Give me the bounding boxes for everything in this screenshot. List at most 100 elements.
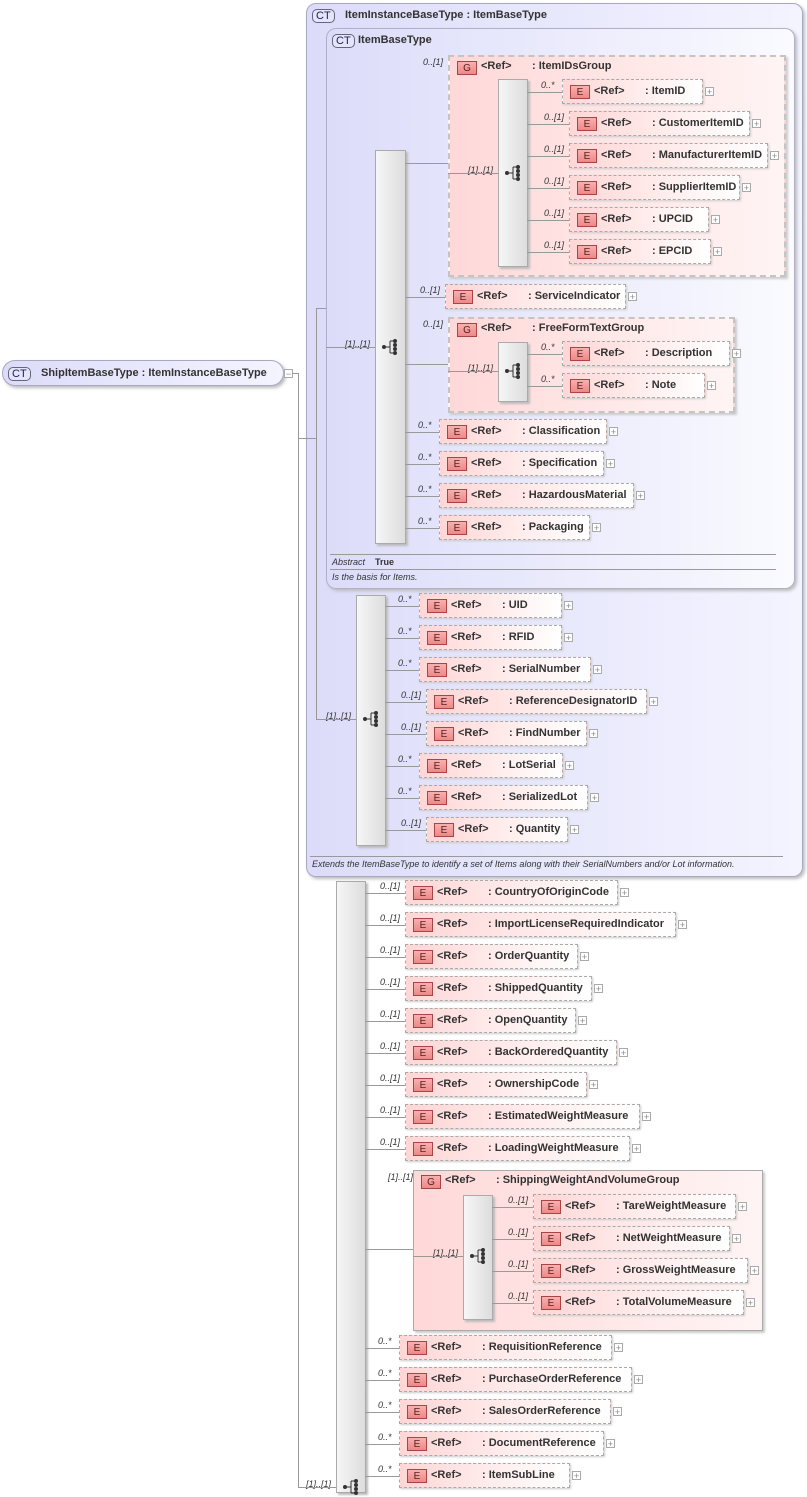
sequence-compositor[interactable]: [336, 881, 366, 1493]
expand-plus-icon[interactable]: +: [589, 1080, 598, 1090]
connector-line: [405, 432, 439, 433]
element-requisition-reference[interactable]: E <Ref>: RequisitionReference: [399, 1335, 612, 1360]
expand-plus-icon[interactable]: +: [642, 1112, 651, 1122]
element-supplier-item-id[interactable]: E <Ref>: SupplierItemID: [569, 175, 740, 200]
expand-plus-icon[interactable]: +: [746, 1298, 755, 1308]
element-hazardous-material[interactable]: E <Ref>: HazardousMaterial: [439, 483, 634, 508]
expand-plus-icon[interactable]: +: [649, 697, 658, 707]
expand-plus-icon[interactable]: +: [578, 1016, 587, 1026]
element-serialized-lot[interactable]: E <Ref>: SerializedLot: [419, 785, 588, 810]
element-description[interactable]: E <Ref>: Description: [562, 341, 730, 366]
expand-plus-icon[interactable]: +: [593, 665, 602, 675]
expand-plus-icon[interactable]: +: [634, 1375, 643, 1385]
element-name: : Specification: [522, 457, 598, 469]
element-country-of-origin-code[interactable]: E <Ref>: CountryOfOriginCode: [405, 880, 618, 905]
group-badge-icon: G: [457, 61, 477, 75]
expand-plus-icon[interactable]: +: [738, 1202, 747, 1212]
element-note[interactable]: E <Ref>: Note: [562, 373, 705, 398]
expand-plus-icon[interactable]: +: [564, 633, 573, 643]
element-specification[interactable]: E <Ref>: Specification: [439, 451, 604, 476]
element-order-quantity[interactable]: E <Ref>: OrderQuantity: [405, 944, 578, 969]
element-document-reference[interactable]: E <Ref>: DocumentReference: [399, 1431, 604, 1456]
element-loading-weight-measure[interactable]: E <Ref>: LoadingWeightMeasure: [405, 1136, 630, 1161]
ref-label: <Ref>: [451, 759, 482, 771]
expand-plus-icon[interactable]: +: [705, 87, 714, 97]
expand-plus-icon[interactable]: +: [609, 427, 618, 437]
connector-line: [365, 925, 405, 926]
occurrence-label: 0..*: [378, 1464, 392, 1474]
expand-plus-icon[interactable]: +: [711, 215, 720, 225]
expand-plus-icon[interactable]: +: [678, 920, 687, 930]
expand-plus-icon[interactable]: +: [590, 793, 599, 803]
expand-plus-icon[interactable]: +: [770, 151, 779, 161]
element-uid[interactable]: E <Ref>: UID: [419, 593, 562, 618]
complex-type-badge: CT: [332, 34, 355, 48]
expand-plus-icon[interactable]: +: [606, 1439, 615, 1449]
expand-plus-icon[interactable]: +: [565, 761, 574, 771]
expand-plus-icon[interactable]: +: [750, 1266, 759, 1276]
expand-plus-icon[interactable]: +: [713, 247, 722, 257]
expand-plus-icon[interactable]: +: [636, 491, 645, 501]
connector-line: [385, 734, 426, 735]
expand-plus-icon[interactable]: +: [592, 523, 601, 533]
expand-plus-icon[interactable]: +: [614, 1343, 623, 1353]
element-tare-weight-measure[interactable]: E <Ref>: TareWeightMeasure: [533, 1194, 736, 1219]
element-rfid[interactable]: E <Ref>: RFID: [419, 625, 562, 650]
element-name: : Packaging: [522, 521, 584, 533]
element-item-id[interactable]: E <Ref>: ItemID: [562, 79, 703, 104]
occurrence-label: [1]..[1]: [433, 1248, 459, 1258]
element-epcid[interactable]: E <Ref>: EPCID: [569, 239, 711, 264]
element-estimated-weight-measure[interactable]: E <Ref>: EstimatedWeightMeasure: [405, 1104, 640, 1129]
element-quantity[interactable]: E <Ref>: Quantity: [426, 817, 568, 842]
expand-plus-icon[interactable]: +: [564, 601, 573, 611]
ship-item-base-type-node[interactable]: CT ShipItemBaseType : ItemInstanceBaseTy…: [2, 360, 284, 386]
expand-plus-icon[interactable]: +: [632, 1144, 641, 1154]
element-serial-number[interactable]: E <Ref>: SerialNumber: [419, 657, 591, 682]
element-import-license-required-indicator[interactable]: E <Ref>: ImportLicenseRequiredIndicator: [405, 912, 676, 937]
expand-plus-icon[interactable]: +: [752, 119, 761, 129]
expand-plus-icon[interactable]: +: [742, 183, 751, 193]
expand-plus-icon[interactable]: +: [732, 349, 741, 359]
expand-plus-icon[interactable]: +: [572, 1471, 581, 1481]
ref-label: <Ref>: [437, 1046, 468, 1058]
element-open-quantity[interactable]: E <Ref>: OpenQuantity: [405, 1008, 576, 1033]
element-ownership-code[interactable]: E <Ref>: OwnershipCode: [405, 1072, 587, 1097]
element-badge-icon: E: [407, 1341, 427, 1355]
element-sales-order-reference[interactable]: E <Ref>: SalesOrderReference: [399, 1399, 611, 1424]
element-classification[interactable]: E <Ref>: Classification: [439, 419, 607, 444]
element-name: : ServiceIndicator: [528, 290, 621, 302]
expand-plus-icon[interactable]: +: [589, 729, 598, 739]
element-service-indicator[interactable]: E <Ref>: ServiceIndicator: [445, 284, 626, 309]
element-gross-weight-measure[interactable]: E <Ref>: GrossWeightMeasure: [533, 1258, 748, 1283]
expand-plus-icon[interactable]: +: [628, 292, 637, 302]
element-total-volume-measure[interactable]: E <Ref>: TotalVolumeMeasure: [533, 1290, 744, 1315]
element-purchase-order-reference[interactable]: E <Ref>: PurchaseOrderReference: [399, 1367, 632, 1392]
element-name: : Description: [645, 347, 713, 359]
ref-label: <Ref>: [431, 1437, 462, 1449]
expand-plus-icon[interactable]: +: [594, 984, 603, 994]
element-lot-serial[interactable]: E <Ref>: LotSerial: [419, 753, 563, 778]
expand-plus-icon[interactable]: +: [620, 888, 629, 898]
sequence-compositor[interactable]: [463, 1195, 493, 1320]
element-shipped-quantity[interactable]: E <Ref>: ShippedQuantity: [405, 976, 592, 1001]
element-net-weight-measure[interactable]: E <Ref>: NetWeightMeasure: [533, 1226, 730, 1251]
element-customer-item-id[interactable]: E <Ref>: CustomerItemID: [569, 111, 750, 136]
element-reference-designator-id[interactable]: E <Ref>: ReferenceDesignatorID: [426, 689, 647, 714]
element-name: : Note: [645, 379, 677, 391]
element-name: : FindNumber: [509, 727, 581, 739]
element-item-sub-line[interactable]: E <Ref>: ItemSubLine: [399, 1463, 570, 1488]
element-packaging[interactable]: E <Ref>: Packaging: [439, 515, 590, 540]
element-upcid[interactable]: E <Ref>: UPCID: [569, 207, 709, 232]
expand-plus-icon[interactable]: +: [707, 381, 716, 391]
element-manufacturer-item-id[interactable]: E <Ref>: ManufacturerItemID: [569, 143, 768, 168]
expand-plus-icon[interactable]: +: [570, 825, 579, 835]
expand-plus-icon[interactable]: +: [606, 459, 615, 469]
element-name: : EstimatedWeightMeasure: [488, 1110, 629, 1122]
element-find-number[interactable]: E <Ref>: FindNumber: [426, 721, 587, 746]
expand-plus-icon[interactable]: +: [619, 1048, 628, 1058]
element-back-ordered-quantity[interactable]: E <Ref>: BackOrderedQuantity: [405, 1040, 617, 1065]
expand-plus-icon[interactable]: +: [732, 1234, 741, 1244]
expand-plus-icon[interactable]: +: [580, 952, 589, 962]
occurrence-label: 0..[1]: [544, 144, 565, 154]
expand-plus-icon[interactable]: +: [613, 1407, 622, 1417]
